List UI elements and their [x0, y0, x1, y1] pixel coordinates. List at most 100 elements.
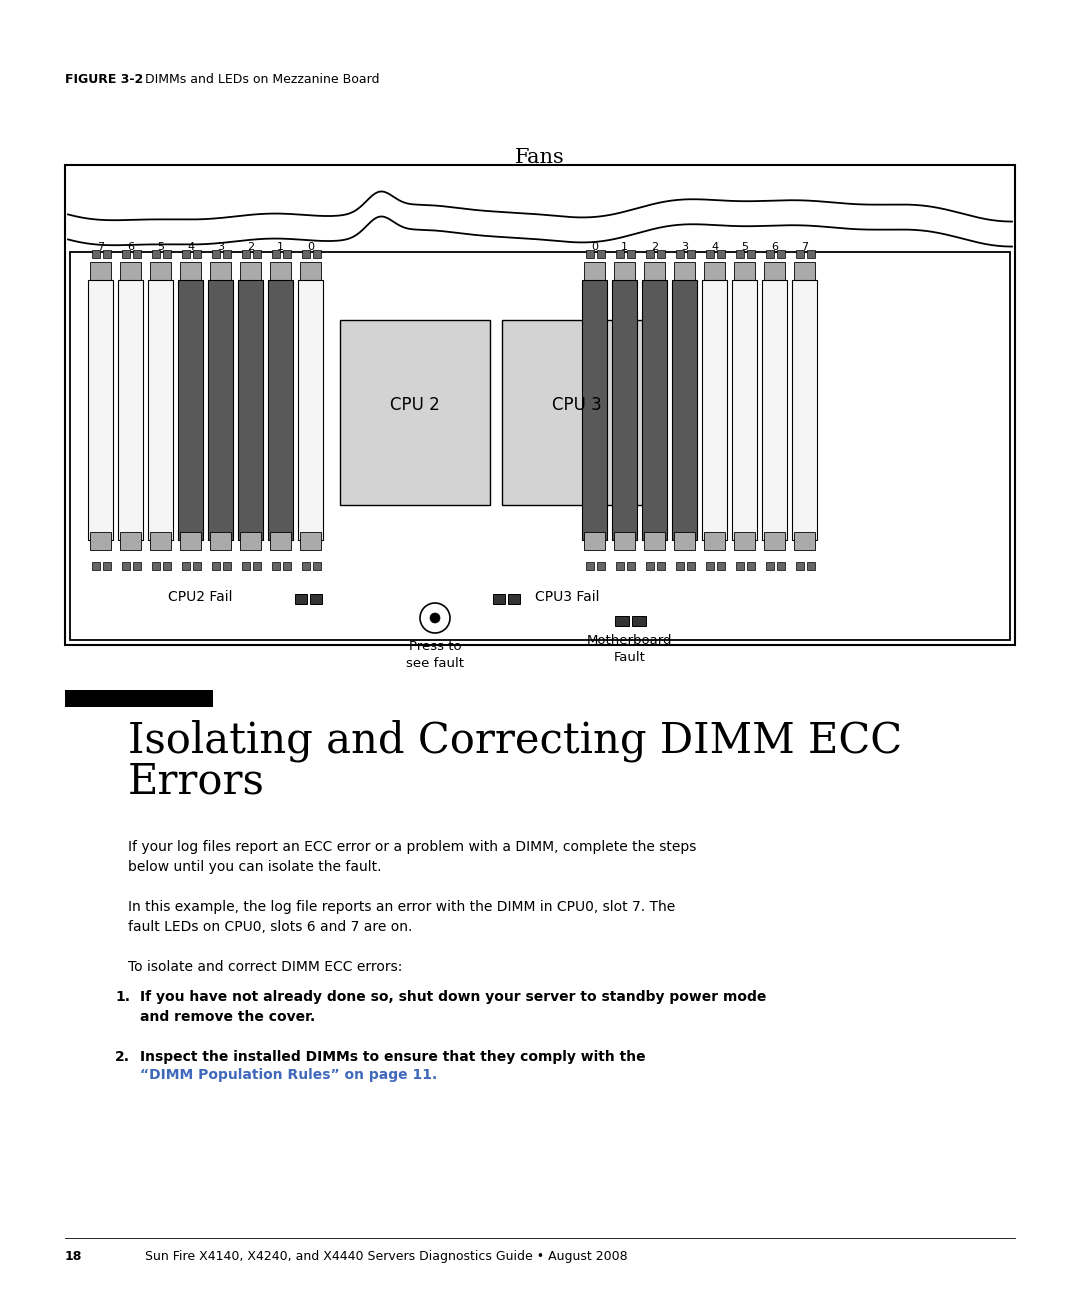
Bar: [674, 262, 696, 280]
Bar: [152, 562, 160, 570]
Bar: [193, 562, 201, 570]
Text: CPU 3: CPU 3: [552, 395, 602, 413]
Bar: [777, 562, 785, 570]
Bar: [302, 250, 310, 258]
Bar: [717, 250, 725, 258]
Bar: [283, 250, 291, 258]
Text: 2: 2: [247, 242, 254, 251]
Bar: [704, 531, 725, 550]
Bar: [615, 531, 635, 550]
Bar: [133, 250, 141, 258]
Bar: [747, 250, 755, 258]
Bar: [240, 262, 261, 280]
Bar: [270, 531, 291, 550]
Bar: [657, 562, 665, 570]
Bar: [734, 531, 755, 550]
Text: CPU 2: CPU 2: [390, 395, 440, 413]
Text: To isolate and correct DIMM ECC errors:: To isolate and correct DIMM ECC errors:: [129, 960, 403, 975]
Bar: [272, 562, 280, 570]
Bar: [240, 531, 261, 550]
Bar: [734, 262, 755, 280]
Bar: [92, 562, 100, 570]
Bar: [183, 250, 190, 258]
Text: 3: 3: [681, 242, 688, 251]
Text: In this example, the log file reports an error with the DIMM in CPU0, slot 7. Th: In this example, the log file reports an…: [129, 899, 675, 934]
Bar: [492, 594, 505, 604]
Bar: [163, 562, 171, 570]
Bar: [735, 250, 744, 258]
Text: 1: 1: [621, 242, 627, 251]
Text: 6: 6: [127, 242, 134, 251]
Text: 5: 5: [741, 242, 748, 251]
Bar: [133, 562, 141, 570]
Bar: [642, 280, 667, 540]
Bar: [120, 531, 141, 550]
Bar: [597, 250, 605, 258]
Bar: [298, 280, 323, 540]
Bar: [796, 250, 804, 258]
Text: Press to
see fault: Press to see fault: [406, 640, 464, 670]
Bar: [586, 250, 594, 258]
Bar: [238, 280, 264, 540]
Bar: [582, 280, 607, 540]
Text: Errors: Errors: [129, 759, 265, 802]
Text: 5: 5: [157, 242, 164, 251]
Bar: [706, 562, 714, 570]
Bar: [704, 262, 725, 280]
Bar: [676, 250, 684, 258]
Bar: [717, 562, 725, 570]
Bar: [150, 531, 171, 550]
Bar: [766, 562, 774, 570]
Text: DIMMs and LEDs on Mezzanine Board: DIMMs and LEDs on Mezzanine Board: [145, 73, 379, 86]
Bar: [87, 280, 113, 540]
Bar: [764, 262, 785, 280]
Bar: [807, 562, 815, 570]
Bar: [586, 562, 594, 570]
Bar: [212, 250, 220, 258]
Text: 4: 4: [187, 242, 194, 251]
Bar: [646, 250, 654, 258]
Bar: [766, 250, 774, 258]
Bar: [764, 531, 785, 550]
Bar: [632, 616, 646, 626]
Bar: [210, 531, 231, 550]
Bar: [735, 562, 744, 570]
Bar: [268, 280, 293, 540]
Bar: [627, 250, 635, 258]
Bar: [208, 280, 233, 540]
Bar: [270, 262, 291, 280]
Bar: [118, 280, 143, 540]
Text: Sun Fire X4140, X4240, and X4440 Servers Diagnostics Guide • August 2008: Sun Fire X4140, X4240, and X4440 Servers…: [145, 1251, 627, 1264]
Bar: [687, 562, 696, 570]
Bar: [584, 262, 605, 280]
Text: FIGURE 3-2: FIGURE 3-2: [65, 73, 144, 86]
Bar: [253, 562, 261, 570]
Bar: [674, 531, 696, 550]
Bar: [210, 262, 231, 280]
Bar: [242, 562, 249, 570]
Bar: [180, 531, 201, 550]
Bar: [706, 250, 714, 258]
Text: Motherboard
Fault: Motherboard Fault: [588, 634, 673, 664]
Bar: [644, 531, 665, 550]
Bar: [584, 531, 605, 550]
Text: 7: 7: [97, 242, 104, 251]
Circle shape: [420, 603, 450, 632]
Bar: [90, 531, 111, 550]
Circle shape: [430, 613, 440, 623]
Bar: [597, 562, 605, 570]
Bar: [272, 250, 280, 258]
Bar: [644, 262, 665, 280]
Text: “DIMM Population Rules” on page 11.: “DIMM Population Rules” on page 11.: [140, 1068, 437, 1082]
Bar: [178, 280, 203, 540]
Bar: [283, 562, 291, 570]
Text: 2: 2: [651, 242, 658, 251]
Bar: [152, 250, 160, 258]
Bar: [193, 250, 201, 258]
Bar: [212, 562, 220, 570]
Text: If your log files report an ECC error or a problem with a DIMM, complete the ste: If your log files report an ECC error or…: [129, 840, 697, 874]
Bar: [92, 250, 100, 258]
Bar: [122, 250, 130, 258]
Bar: [657, 250, 665, 258]
Bar: [762, 280, 787, 540]
